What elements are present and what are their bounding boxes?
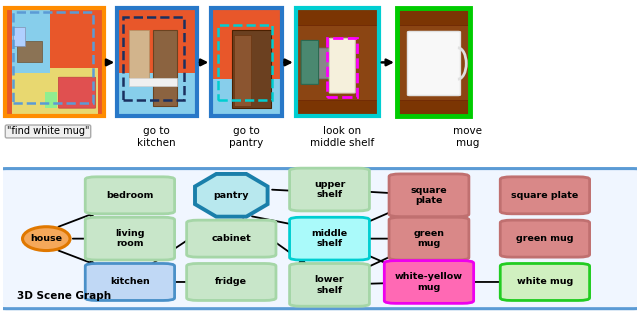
FancyBboxPatch shape	[408, 31, 460, 95]
FancyBboxPatch shape	[85, 177, 175, 214]
FancyBboxPatch shape	[397, 8, 470, 116]
Polygon shape	[12, 68, 98, 115]
FancyBboxPatch shape	[330, 38, 355, 93]
FancyBboxPatch shape	[232, 30, 271, 108]
Text: kitchen: kitchen	[110, 278, 150, 286]
Polygon shape	[12, 10, 50, 73]
FancyBboxPatch shape	[5, 8, 104, 116]
FancyBboxPatch shape	[389, 217, 469, 260]
Text: "find white mug": "find white mug"	[7, 127, 89, 137]
Text: house: house	[30, 234, 62, 243]
Text: lower
shelf: lower shelf	[315, 275, 344, 295]
Text: bedroom: bedroom	[106, 191, 154, 200]
FancyBboxPatch shape	[398, 24, 469, 100]
FancyBboxPatch shape	[17, 41, 42, 62]
FancyBboxPatch shape	[384, 261, 474, 303]
FancyBboxPatch shape	[129, 30, 149, 84]
FancyBboxPatch shape	[58, 77, 96, 108]
Text: middle
shelf: middle shelf	[312, 229, 348, 248]
FancyBboxPatch shape	[129, 78, 177, 86]
Text: white-yellow
mug: white-yellow mug	[395, 272, 463, 292]
Text: go to
kitchen: go to kitchen	[138, 127, 176, 148]
FancyBboxPatch shape	[0, 169, 640, 309]
Polygon shape	[195, 174, 268, 217]
FancyBboxPatch shape	[45, 92, 57, 108]
Text: green
mug: green mug	[413, 229, 444, 248]
FancyBboxPatch shape	[153, 30, 177, 106]
Text: white mug: white mug	[517, 278, 573, 286]
Text: 3D Scene Graph: 3D Scene Graph	[17, 291, 111, 301]
FancyBboxPatch shape	[500, 177, 589, 214]
Text: upper
shelf: upper shelf	[314, 180, 345, 199]
Text: go to
pantry: go to pantry	[229, 127, 264, 148]
Polygon shape	[117, 73, 197, 116]
FancyBboxPatch shape	[500, 263, 589, 300]
FancyBboxPatch shape	[187, 220, 276, 257]
FancyBboxPatch shape	[117, 8, 197, 116]
FancyBboxPatch shape	[85, 217, 175, 260]
FancyBboxPatch shape	[389, 174, 469, 217]
Text: pantry: pantry	[214, 191, 249, 200]
FancyBboxPatch shape	[317, 48, 330, 79]
Text: fridge: fridge	[215, 278, 247, 286]
FancyBboxPatch shape	[289, 263, 369, 306]
FancyBboxPatch shape	[500, 220, 589, 257]
FancyBboxPatch shape	[13, 27, 25, 46]
FancyBboxPatch shape	[301, 41, 319, 84]
Text: move
mug: move mug	[452, 127, 482, 148]
FancyBboxPatch shape	[298, 24, 377, 100]
Text: square
plate: square plate	[411, 186, 447, 205]
Polygon shape	[211, 78, 282, 116]
FancyBboxPatch shape	[289, 168, 369, 211]
Text: living
room: living room	[115, 229, 145, 248]
Text: look on
middle shelf: look on middle shelf	[310, 127, 374, 148]
FancyBboxPatch shape	[289, 217, 369, 260]
FancyBboxPatch shape	[211, 8, 282, 116]
FancyBboxPatch shape	[296, 8, 379, 116]
Text: cabinet: cabinet	[211, 234, 251, 243]
Text: square plate: square plate	[511, 191, 579, 200]
Ellipse shape	[22, 227, 70, 251]
FancyBboxPatch shape	[187, 263, 276, 300]
FancyBboxPatch shape	[234, 35, 252, 106]
Text: green mug: green mug	[516, 234, 573, 243]
FancyBboxPatch shape	[85, 263, 175, 300]
